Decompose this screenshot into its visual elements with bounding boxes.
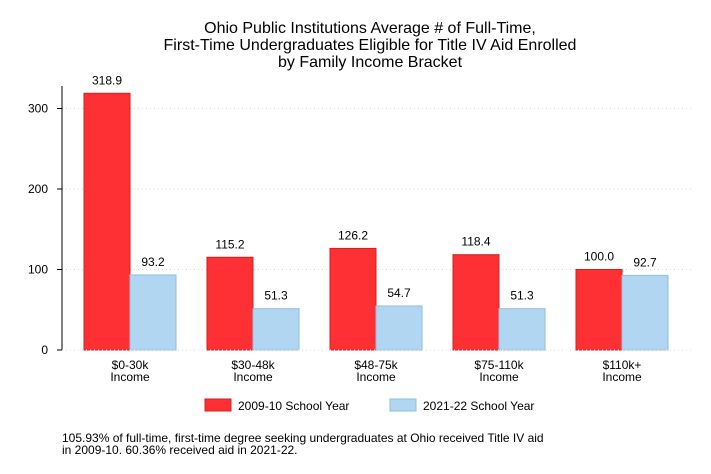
x-tick-label-3-1: $48-75k xyxy=(354,358,398,372)
chart-title: Ohio Public Institutions Average # of Fu… xyxy=(164,20,577,71)
note-line-1: 105.93% of full-time, first-time degree … xyxy=(62,431,544,445)
data-label-2-3: 54.7 xyxy=(387,286,411,300)
bar-2-1 xyxy=(129,274,177,351)
legend-label-2: 2021-22 School Year xyxy=(423,399,534,413)
x-tick-label-1-2: Income xyxy=(110,370,150,384)
data-labels: 318.9 93.2 115.2 51.3 126.2 54.7 118.4 51.3 100.… xyxy=(92,73,657,302)
x-tick-label-1-1: $0-30k xyxy=(112,358,150,372)
data-label-2-5: 92.7 xyxy=(633,255,657,269)
note-line-2: in 2009-10. 60.36% received aid in 2021-… xyxy=(62,443,298,457)
bar-2-3 xyxy=(375,305,423,351)
legend-swatch-2 xyxy=(389,398,417,412)
bars xyxy=(83,92,669,351)
x-tick-label-2-1: $30-48k xyxy=(231,358,275,372)
data-label-1-3: 126.2 xyxy=(338,228,368,242)
x-tick-label-2-2: Income xyxy=(233,370,273,384)
data-label-1-4: 118.4 xyxy=(461,235,490,249)
data-label-1-2: 115.2 xyxy=(215,237,244,251)
bar-2-5 xyxy=(621,274,669,351)
data-label-1-5: 100.0 xyxy=(584,250,614,264)
legend-label-1: 2009-10 School Year xyxy=(238,399,349,413)
y-tick-label-100: 100 xyxy=(28,263,48,277)
x-tick-label-3-2: Income xyxy=(356,370,396,384)
data-label-2-1: 93.2 xyxy=(141,255,165,269)
y-tick-label-0: 0 xyxy=(41,343,48,357)
title-line-1: Ohio Public Institutions Average # of Fu… xyxy=(204,20,536,37)
title-line-2: First-Time Undergraduates Eligible for T… xyxy=(164,37,577,54)
bar-1-5 xyxy=(575,269,623,351)
bar-1-3 xyxy=(329,247,377,351)
data-label-2-4: 51.3 xyxy=(510,289,534,303)
bar-2-4 xyxy=(498,308,546,351)
x-tick-label-4-2: Income xyxy=(479,370,519,384)
bar-1-4 xyxy=(452,254,500,351)
title-line-3: by Family Income Bracket xyxy=(278,54,463,71)
bar-2-2 xyxy=(252,308,300,351)
chart-note: 105.93% of full-time, first-time degree … xyxy=(62,431,544,457)
x-tick-label-5-2: Income xyxy=(602,370,642,384)
bar-1-2 xyxy=(206,256,254,351)
legend: 2009-10 School Year 2021-22 School Year xyxy=(204,398,534,413)
x-tick-label-5-1: $110k+ xyxy=(603,358,642,372)
y-tick-label-200: 200 xyxy=(28,182,48,196)
legend-swatch-1 xyxy=(204,398,232,412)
data-label-1-1: 318.9 xyxy=(92,73,122,87)
bar-1-1 xyxy=(83,92,131,351)
x-tick-label-4-1: $75-110k xyxy=(474,358,524,372)
y-axis: 0 100 200 300 xyxy=(28,86,63,357)
data-label-2-2: 51.3 xyxy=(264,289,288,303)
y-tick-label-300: 300 xyxy=(28,102,48,116)
x-axis: $0-30kIncome$30-48kIncome$48-75kIncome$7… xyxy=(62,349,693,384)
